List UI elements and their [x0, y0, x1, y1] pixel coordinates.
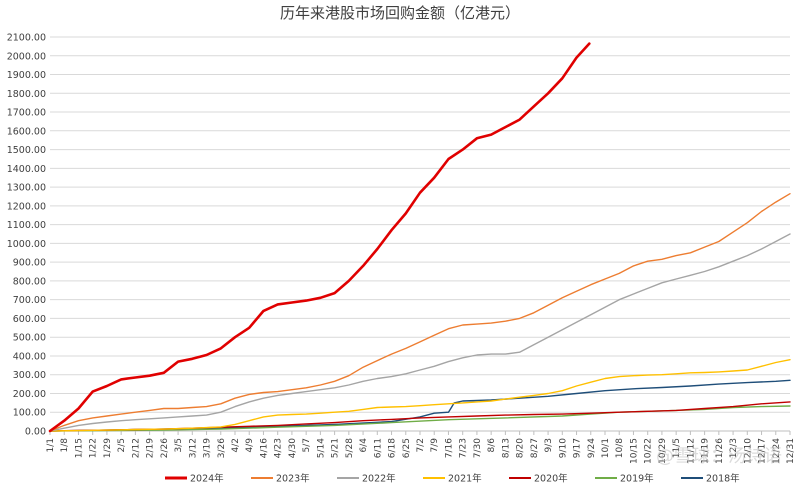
y-tick-label: 0.00 [25, 427, 46, 438]
y-tick-label: 1300.00 [7, 183, 46, 194]
x-tick-label: 4/30 [288, 438, 298, 458]
y-tick-label: 2100.00 [7, 33, 46, 44]
legend-label: 2023年 [276, 473, 310, 485]
x-tick-label: 1/22 [89, 438, 99, 458]
x-tick-label: 10/15 [629, 438, 639, 464]
x-tick-label: 8/27 [530, 438, 540, 458]
chart-title: 历年来港股市场回购金额（亿港元） [280, 4, 520, 22]
x-tick-label: 6/18 [388, 438, 398, 458]
x-tick-label: 3/5 [174, 438, 184, 452]
x-tick-label: 8/13 [501, 438, 511, 458]
x-tick-label: 9/24 [587, 438, 597, 458]
x-tick-label: 9/17 [573, 438, 583, 458]
x-tick-label: 6/25 [402, 438, 412, 458]
x-tick-label: 4/2 [231, 438, 241, 452]
x-tick-label: 7/30 [473, 438, 483, 458]
x-tick-label: 4/9 [245, 438, 255, 453]
series-lines [48, 42, 791, 433]
x-tick-label: 11/5 [672, 438, 682, 458]
x-tick-label: 12/10 [743, 438, 753, 464]
legend-label: 2024年 [190, 473, 224, 485]
x-tick-label: 4/16 [259, 438, 269, 458]
x-tick-label: 10/22 [644, 438, 654, 464]
series-line [49, 359, 791, 432]
x-tick-label: 9/10 [558, 438, 568, 458]
x-tick-label: 12/24 [772, 438, 782, 464]
legend-label: 2020年 [534, 473, 568, 485]
y-tick-label: 1900.00 [7, 70, 46, 81]
legend-label: 2021年 [448, 473, 482, 485]
x-tick-label: 4/23 [274, 438, 284, 458]
x-tick-label: 1/1 [46, 438, 56, 452]
x-tick-label: 5/14 [316, 438, 326, 458]
y-tick-label: 1500.00 [7, 145, 46, 156]
y-tick-label: 1000.00 [7, 239, 46, 250]
x-tick-label: 3/19 [203, 438, 213, 458]
x-tick-label: 7/9 [430, 438, 440, 453]
x-tick-label: 12/3 [729, 438, 739, 458]
y-tick-label: 1100.00 [7, 220, 46, 231]
x-tick-label: 6/4 [359, 438, 369, 453]
series-line [49, 405, 791, 432]
series-line [49, 379, 791, 432]
x-tick-label: 8/20 [516, 438, 526, 458]
y-tick-label: 500.00 [13, 333, 46, 344]
x-tick-label: 6/11 [373, 438, 383, 458]
y-tick-label: 1800.00 [7, 89, 46, 100]
x-axis: 1/1 1/8 1/15 1/22 1/29 2/5 2/12 2/19 2/26 3/5 3/12… [46, 431, 796, 464]
x-tick-label: 5/7 [302, 438, 312, 452]
x-tick-label: 7/16 [444, 438, 454, 458]
x-tick-label: 3/26 [217, 438, 227, 458]
x-tick-label: 2/12 [131, 438, 141, 458]
x-tick-label: 10/8 [615, 438, 625, 458]
x-tick-label: 12/31 [786, 438, 796, 464]
x-tick-label: 12/17 [758, 438, 768, 464]
x-tick-label: 7/2 [416, 438, 426, 452]
x-tick-label: 8/6 [487, 438, 497, 453]
x-tick-label: 1/29 [103, 438, 113, 458]
x-tick-label: 11/19 [701, 438, 711, 464]
series-line [49, 233, 791, 432]
legend: 2024年 2023年 2022年 2021年 2020年 2019年 2018年 [165, 473, 740, 485]
x-tick-label: 9/3 [544, 438, 554, 452]
x-tick-label: 2/5 [117, 438, 127, 452]
y-tick-label: 400.00 [13, 351, 46, 362]
y-tick-label: 800.00 [13, 276, 46, 287]
x-tick-label: 1/15 [74, 438, 84, 458]
x-tick-label: 1/8 [60, 438, 70, 453]
x-tick-label: 10/1 [601, 438, 611, 458]
y-tick-label: 1600.00 [7, 126, 46, 137]
y-tick-label: 900.00 [13, 258, 46, 269]
y-tick-label: 1200.00 [7, 201, 46, 212]
y-tick-label: 600.00 [13, 314, 46, 325]
legend-label: 2018年 [706, 473, 740, 485]
legend-label: 2022年 [362, 473, 396, 485]
y-tick-label: 700.00 [13, 295, 46, 306]
y-axis: 0.00 100.00 200.00 300.00 400.00 500.00 600.00… [7, 33, 46, 438]
y-tick-label: 2000.00 [7, 51, 46, 62]
y-tick-label: 1700.00 [7, 108, 46, 119]
x-tick-label: 2/26 [160, 438, 170, 458]
series-line [49, 192, 791, 432]
y-tick-label: 1400.00 [7, 164, 46, 175]
series-line [48, 42, 591, 433]
x-tick-label: 3/12 [188, 438, 198, 458]
y-tick-label: 100.00 [13, 408, 46, 419]
x-tick-label: 7/23 [459, 438, 469, 458]
x-tick-label: 10/29 [658, 438, 668, 464]
x-tick-label: 5/28 [345, 438, 355, 458]
x-tick-label: 11/12 [686, 438, 696, 464]
legend-label: 2019年 [620, 473, 654, 485]
x-tick-label: 11/26 [715, 438, 725, 464]
gridlines [50, 36, 790, 432]
x-tick-label: 2/19 [146, 438, 156, 458]
x-tick-label: 5/21 [331, 438, 341, 458]
y-tick-label: 200.00 [13, 389, 46, 400]
y-tick-label: 300.00 [13, 370, 46, 381]
